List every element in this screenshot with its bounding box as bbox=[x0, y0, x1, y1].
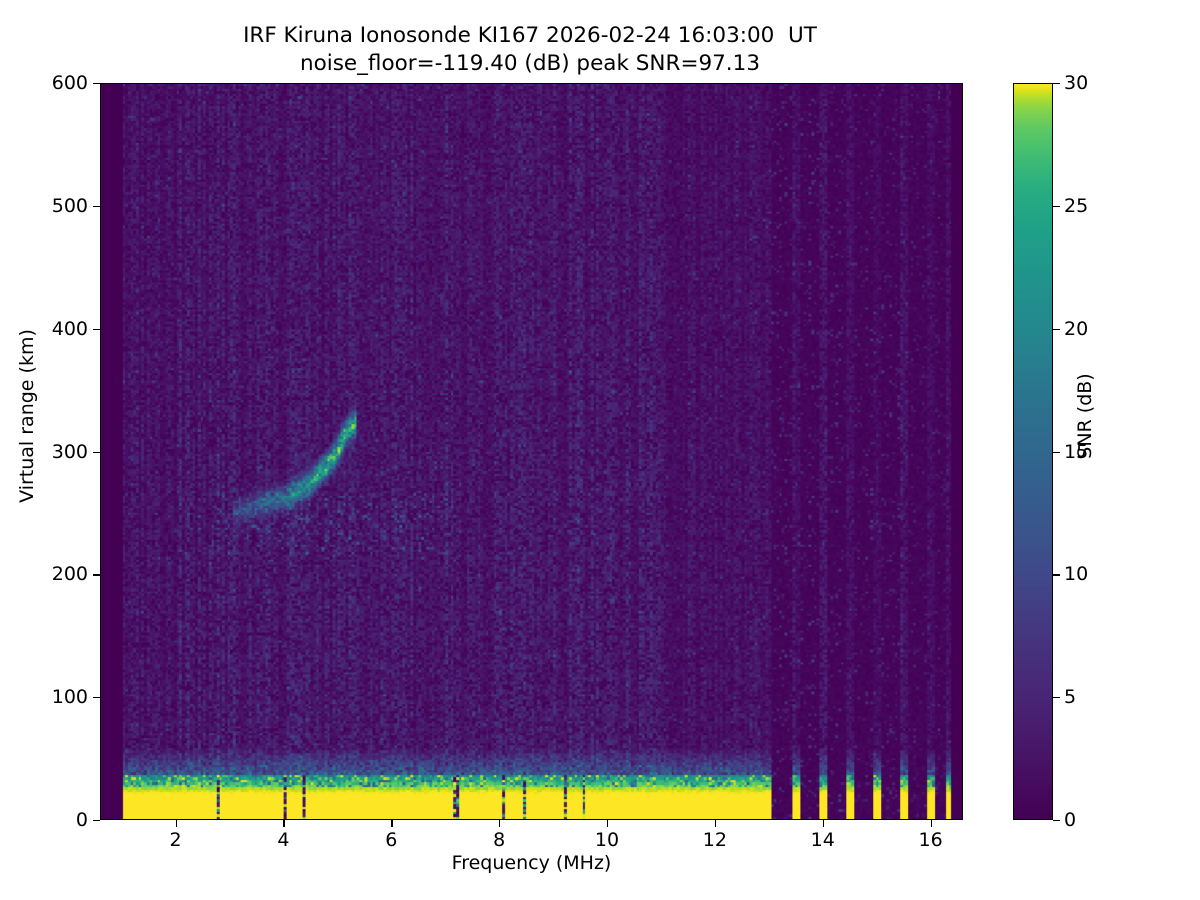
colorbar-tick-label: 10 bbox=[1064, 563, 1089, 586]
y-tick-mark bbox=[93, 328, 100, 330]
y-tick-label: 500 bbox=[51, 194, 88, 217]
y-tick-mark bbox=[93, 574, 100, 576]
x-tick-label: 10 bbox=[594, 829, 620, 851]
title-line-2: noise_floor=-119.40 (dB) peak SNR=97.13 bbox=[299, 50, 761, 76]
colorbar-tick-label: 20 bbox=[1064, 317, 1089, 340]
colorbar-tick-label: 5 bbox=[1064, 686, 1077, 709]
y-tick-label: 300 bbox=[51, 440, 88, 463]
x-tick-label: 14 bbox=[810, 829, 835, 851]
x-tick-mark bbox=[499, 820, 501, 827]
x-tick-label: 2 bbox=[169, 829, 182, 851]
colorbar bbox=[1013, 83, 1053, 820]
colorbar-tick-label: 25 bbox=[1064, 194, 1089, 217]
x-tick-mark bbox=[175, 820, 177, 827]
y-tick-label: 0 bbox=[75, 809, 88, 831]
x-tick-mark bbox=[714, 820, 717, 827]
y-tick-mark bbox=[93, 820, 100, 822]
x-tick-mark bbox=[607, 820, 609, 827]
x-tick-mark bbox=[283, 820, 285, 827]
x-tick-label: 16 bbox=[918, 829, 943, 851]
x-tick-mark bbox=[930, 820, 932, 827]
y-axis-label: Virtual range (km) bbox=[16, 329, 38, 503]
ionogram-heatmap bbox=[101, 84, 962, 819]
colorbar-label: SNR (dB) bbox=[1074, 373, 1096, 459]
colorbar-tick-mark bbox=[1053, 83, 1060, 85]
plot-area bbox=[100, 83, 963, 820]
x-tick-label: 12 bbox=[702, 829, 727, 851]
y-tick-mark bbox=[93, 697, 100, 699]
figure-title: IRF Kiruna Ionosonde KI167 2026-02-24 16… bbox=[0, 22, 1060, 78]
y-tick-label: 600 bbox=[51, 72, 88, 94]
x-tick-label: 8 bbox=[493, 829, 506, 851]
y-tick-label: 400 bbox=[51, 317, 88, 340]
title-line-1: IRF Kiruna Ionosonde KI167 2026-02-24 16… bbox=[243, 23, 817, 48]
y-tick-label: 100 bbox=[51, 686, 88, 709]
y-tick-mark bbox=[93, 205, 100, 208]
colorbar-tick-label: 30 bbox=[1064, 72, 1089, 94]
y-tick-mark bbox=[93, 83, 100, 85]
colorbar-tick-label: 15 bbox=[1064, 440, 1089, 463]
x-tick-mark bbox=[822, 820, 825, 827]
x-tick-label: 4 bbox=[277, 829, 290, 851]
colorbar-tick-mark bbox=[1053, 451, 1060, 453]
y-tick-label: 200 bbox=[51, 563, 88, 586]
colorbar-tick-label: 0 bbox=[1064, 809, 1077, 831]
x-axis-label: Frequency (MHz) bbox=[451, 852, 612, 874]
colorbar-tick-mark bbox=[1053, 574, 1060, 576]
x-tick-label: 6 bbox=[385, 829, 398, 851]
colorbar-tick-mark bbox=[1053, 205, 1060, 208]
y-tick-mark bbox=[93, 451, 100, 453]
colorbar-tick-mark bbox=[1053, 697, 1060, 699]
colorbar-tick-mark bbox=[1053, 328, 1060, 330]
colorbar-tick-mark bbox=[1053, 820, 1060, 822]
x-tick-mark bbox=[391, 820, 393, 827]
